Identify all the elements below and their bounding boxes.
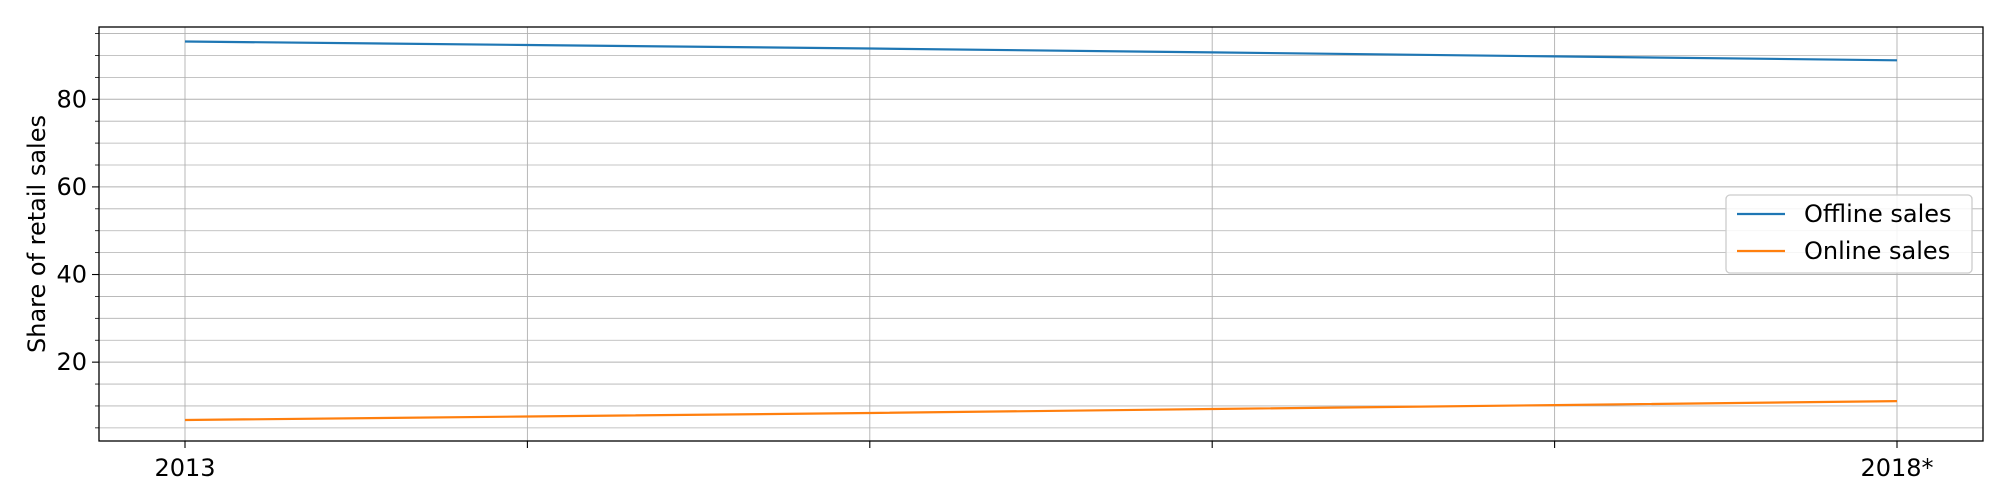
y-tick-label: 80 xyxy=(56,85,87,113)
legend-label-online-sales: Online sales xyxy=(1804,237,1950,265)
plot-area-frame xyxy=(98,26,1984,442)
y-tick-label: 20 xyxy=(56,348,87,376)
series-line-online-sales xyxy=(184,400,1898,422)
y-tick-label: 60 xyxy=(56,173,87,201)
series-line-offline-sales xyxy=(184,40,1898,62)
grid xyxy=(99,27,1983,441)
x-tick-label: 2018* xyxy=(1860,454,1933,482)
legend: Offline sales Online sales xyxy=(1725,194,1973,274)
y-tick-label: 40 xyxy=(56,261,87,289)
legend-label-offline-sales: Offline sales xyxy=(1804,200,1952,228)
y-axis-label: Share of retail sales xyxy=(23,115,51,353)
x-tick-label: 2013 xyxy=(154,454,215,482)
axis-ticks: 20 40 60 80 2013 2018* xyxy=(56,33,1934,482)
legend-frame xyxy=(1725,194,1973,274)
series-lines xyxy=(184,40,1898,422)
